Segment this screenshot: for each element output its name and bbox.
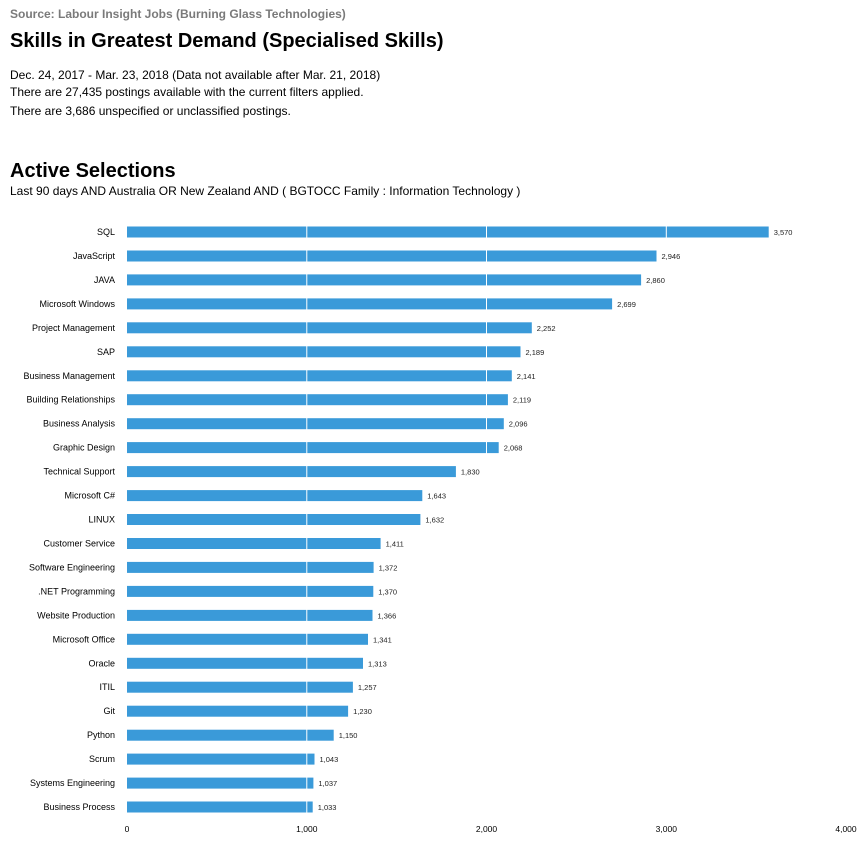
- category-label: JAVA: [94, 275, 115, 285]
- value-label: 2,119: [513, 396, 531, 405]
- category-label: SQL: [97, 227, 115, 237]
- bar-8: [127, 418, 504, 430]
- category-label: Customer Service: [43, 539, 115, 549]
- value-label: 1,643: [427, 492, 446, 501]
- value-label: 1,632: [425, 516, 444, 525]
- value-label: 2,096: [509, 420, 528, 429]
- bar-7: [127, 394, 508, 406]
- category-label: Technical Support: [43, 467, 115, 477]
- bar-19: [127, 681, 353, 693]
- active-selections-title: Active Selections: [10, 160, 176, 182]
- category-label: Software Engineering: [29, 562, 115, 572]
- category-label: JavaScript: [73, 251, 116, 261]
- bar-22: [127, 753, 315, 765]
- value-label: 3,570: [774, 228, 793, 237]
- labels-layer: SQL 3,570 JavaScript 2,946 JAVA 2,860 Microsof…: [23, 227, 856, 834]
- source-note: Source: Labour Insight Jobs (Burning Gla…: [10, 7, 346, 21]
- value-label: 2,699: [617, 300, 636, 309]
- bars-layer: [127, 226, 769, 813]
- value-label: 2,141: [517, 372, 536, 381]
- category-label: Python: [87, 730, 115, 740]
- bar-1: [127, 250, 657, 262]
- date-range-text: Dec. 24, 2017 - Mar. 23, 2018 (Data not …: [10, 68, 381, 82]
- category-label: LINUX: [88, 515, 115, 525]
- category-label: Business Management: [23, 371, 115, 381]
- unspecified-count-text: There are 3,686 unspecified or unclassif…: [10, 104, 291, 118]
- bar-10: [127, 466, 456, 478]
- x-tick-label: 0: [125, 824, 130, 834]
- value-label: 1,366: [378, 611, 397, 620]
- bar-18: [127, 657, 363, 669]
- value-label: 1,043: [320, 755, 339, 764]
- bar-17: [127, 633, 368, 645]
- gridlines-layer: [306, 224, 667, 815]
- value-label: 2,189: [526, 348, 545, 357]
- category-label: Website Production: [37, 610, 115, 620]
- category-label: Systems Engineering: [30, 778, 115, 788]
- category-label: Oracle: [88, 658, 115, 668]
- x-tick-label: 4,000: [835, 824, 857, 834]
- report-title: Skills in Greatest Demand (Specialised S…: [10, 30, 444, 52]
- category-label: ITIL: [99, 682, 115, 692]
- category-label: Microsoft Office: [53, 634, 115, 644]
- bar-16: [127, 609, 373, 621]
- value-label: 1,230: [353, 707, 372, 716]
- active-selections-filter: Last 90 days AND Australia OR New Zealan…: [10, 184, 521, 198]
- bar-2: [127, 274, 642, 286]
- category-label: Building Relationships: [26, 395, 115, 405]
- bar-11: [127, 490, 423, 502]
- value-label: 1,372: [379, 563, 398, 572]
- value-label: 2,946: [662, 252, 681, 261]
- bar-5: [127, 346, 521, 358]
- bar-23: [127, 777, 314, 789]
- value-label: 1,411: [386, 540, 404, 549]
- bar-20: [127, 705, 349, 717]
- bar-15: [127, 585, 374, 597]
- bar-13: [127, 538, 381, 549]
- value-label: 2,252: [537, 324, 556, 333]
- x-tick-label: 1,000: [296, 824, 318, 834]
- value-label: 2,860: [646, 276, 665, 285]
- postings-count-text: There are 27,435 postings available with…: [10, 85, 364, 99]
- category-label: Scrum: [89, 754, 115, 764]
- value-label: 1,033: [318, 803, 337, 812]
- category-label: Business Process: [43, 802, 115, 812]
- value-label: 1,313: [368, 659, 387, 668]
- bar-6: [127, 370, 512, 382]
- bar-21: [127, 729, 334, 741]
- value-label: 1,150: [339, 731, 358, 740]
- value-label: 1,037: [318, 779, 337, 788]
- bar-4: [127, 322, 532, 334]
- x-tick-label: 3,000: [656, 824, 678, 834]
- value-label: 1,370: [378, 587, 397, 596]
- category-label: Project Management: [32, 323, 116, 333]
- category-label: .NET Programming: [38, 586, 115, 596]
- bar-9: [127, 442, 499, 454]
- value-label: 2,068: [504, 444, 523, 453]
- bar-3: [127, 298, 613, 310]
- bar-0: [127, 226, 769, 238]
- category-label: Microsoft C#: [64, 491, 115, 501]
- bar-14: [127, 561, 374, 573]
- bar-24: [127, 801, 313, 813]
- category-label: Git: [103, 706, 115, 716]
- value-label: 1,830: [461, 468, 480, 477]
- category-label: Business Analysis: [43, 419, 116, 429]
- x-tick-label: 2,000: [476, 824, 498, 834]
- bar-12: [127, 514, 421, 525]
- category-label: SAP: [97, 347, 115, 357]
- category-label: Microsoft Windows: [39, 299, 115, 309]
- value-label: 1,257: [358, 683, 377, 692]
- value-label: 1,341: [373, 635, 392, 644]
- category-label: Graphic Design: [53, 443, 115, 453]
